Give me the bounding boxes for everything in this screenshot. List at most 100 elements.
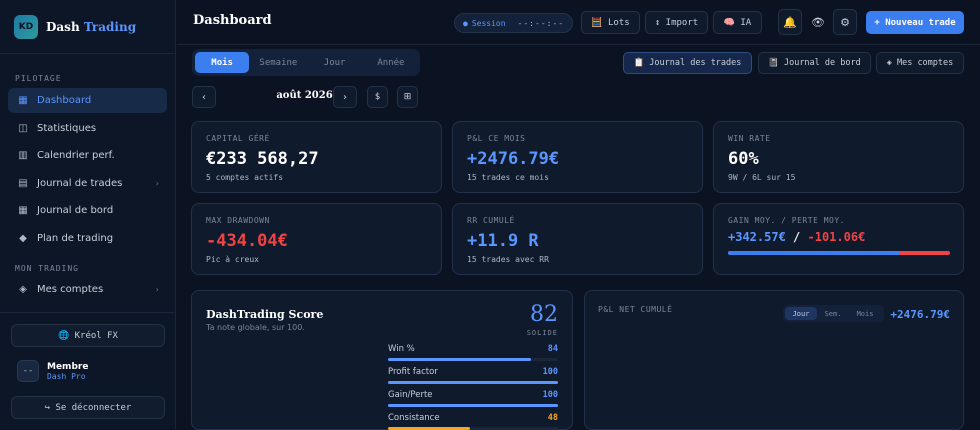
brand-name-main: Dash	[46, 20, 80, 34]
tab-mois[interactable]: Mois	[195, 52, 250, 73]
currency-toggle[interactable]: $	[367, 86, 388, 108]
card-label: P&L CE MOIS	[467, 134, 526, 143]
current-month: août 2026	[276, 90, 333, 101]
sidebar-item-dashboard[interactable]: ▦ Dashboard	[8, 88, 167, 113]
sidebar-item-journal-bord[interactable]: ▦ Journal de bord	[8, 198, 167, 223]
calendar-icon[interactable]: ⊞	[397, 86, 418, 108]
mes-comptes-button[interactable]: ◈ Mes comptes	[876, 52, 964, 74]
metric-track	[388, 381, 558, 384]
gear-icon[interactable]: ⚙	[833, 9, 857, 35]
metric-row: Profit factor 100	[388, 367, 558, 377]
metric-label: Win %	[388, 344, 415, 354]
dashboard-icon: ▦	[18, 95, 28, 106]
card-value: +2476.79€	[467, 149, 560, 169]
member-profile[interactable]: -- Membre Dash Pro	[17, 360, 88, 382]
next-month-button[interactable]: ›	[333, 86, 357, 108]
metric-fill	[388, 404, 558, 407]
member-name: Membre	[47, 361, 89, 372]
journal-bord-button[interactable]: 📓 Journal de bord	[758, 52, 871, 74]
pnl-chart-value: +2476.79€	[890, 308, 950, 321]
eye-icon[interactable]: 👁	[811, 15, 825, 29]
accounts-icon: ◈	[19, 284, 27, 295]
diamond-icon: ◆	[19, 233, 27, 244]
card-sub: 5 comptes actifs	[206, 173, 284, 182]
sidebar-divider	[0, 312, 176, 313]
card-label: MAX DRAWDOWN	[206, 216, 270, 225]
period-tabs: Mois Semaine Jour Année	[192, 49, 420, 76]
metric-row: Gain/Perte 100	[388, 390, 558, 400]
metric-value: 84	[547, 344, 558, 354]
tab-jour[interactable]: Jour	[785, 307, 817, 320]
session-indicator[interactable]: ● Session --:--:--	[454, 13, 573, 33]
logout-button[interactable]: ↪ Se déconnecter	[11, 396, 165, 419]
card-win-rate: WIN RATE 60% 9W / 6L sur 15	[713, 121, 964, 193]
session-label: Session	[471, 18, 506, 28]
card-pnl-month: P&L CE MOIS +2476.79€ 15 trades ce mois	[452, 121, 703, 193]
tab-annee[interactable]: Année	[377, 57, 405, 68]
bell-icon[interactable]: 🔔	[778, 9, 802, 35]
chevron-right-icon: ›	[155, 179, 159, 188]
score-panel: DashTrading Score Ta note globale, sur 1…	[191, 290, 573, 430]
metric-value: 100	[542, 367, 558, 377]
gain-share-fill	[728, 251, 899, 255]
gain-loss-bar	[728, 251, 950, 255]
card-label: RR CUMULÉ	[467, 216, 515, 225]
sidebar-item-statistiques[interactable]: ◫ Statistiques	[8, 116, 167, 141]
card-value: +11.9 R	[467, 231, 539, 251]
card-value: €233 568,27	[206, 149, 319, 169]
card-drawdown: MAX DRAWDOWN -434.04€ Pic à creux	[191, 203, 442, 275]
card-sub: 15 trades avec RR	[467, 255, 549, 264]
notebook-icon: ▦	[18, 205, 28, 216]
import-button[interactable]: ↕ Import	[645, 11, 708, 34]
score-metric: Win % 84	[388, 344, 558, 361]
score-value: 82	[530, 302, 558, 327]
brand[interactable]: KD Dash Trading	[14, 15, 136, 39]
card-label: WIN RATE	[728, 134, 771, 143]
avatar: --	[17, 360, 39, 382]
sidebar-divider	[0, 53, 176, 54]
prev-month-button[interactable]: ‹	[192, 86, 216, 108]
tab-semaine[interactable]: Sem.	[824, 309, 842, 318]
card-sub: 9W / 6L sur 15	[728, 173, 796, 182]
card-avg-gain-loss: GAIN MOY. / PERTE MOY. +342.57€ / -101.0…	[713, 203, 964, 275]
sidebar-item-label: Calendrier perf.	[37, 150, 115, 161]
tab-jour[interactable]: Jour	[323, 57, 346, 68]
metric-label: Profit factor	[388, 367, 438, 377]
sidebar-item-calendrier[interactable]: ▥ Calendrier perf.	[8, 143, 167, 168]
page-title: Dashboard	[193, 13, 272, 28]
lots-button[interactable]: 🧮 Lots	[581, 11, 640, 34]
sidebar-item-label: Journal de bord	[37, 205, 114, 216]
pnl-chart-tabs: Jour Sem. Mois	[783, 305, 884, 322]
brand-logo: KD	[14, 15, 38, 39]
card-capital: CAPITAL GÉRÉ €233 568,27 5 comptes actif…	[191, 121, 442, 193]
metric-label: Gain/Perte	[388, 390, 433, 400]
score-subtitle: Ta note globale, sur 100.	[206, 323, 305, 332]
journal-trades-button[interactable]: 📋 Journal des trades	[623, 52, 752, 74]
sidebar-item-journal-trades[interactable]: ▤ Journal de trades ›	[8, 171, 167, 196]
score-metric: Consistance 48	[388, 413, 558, 430]
language-button[interactable]: 🌐 Kréol FX	[11, 324, 165, 347]
session-dot-icon: ●	[463, 18, 468, 28]
pnl-chart-panel: P&L NET CUMULÉ Jour Sem. Mois +2476.79€	[584, 290, 964, 430]
avg-loss: -101.06€	[807, 230, 866, 244]
session-time: --:--:--	[517, 18, 565, 28]
new-trade-button[interactable]: + Nouveau trade	[866, 11, 964, 34]
journal-icon: ▤	[18, 178, 28, 189]
main-content: Dashboard ● Session --:--:-- 🧮 Lots ↕ Im…	[177, 0, 980, 430]
card-label: GAIN MOY. / PERTE MOY.	[728, 216, 845, 225]
card-rr: RR CUMULÉ +11.9 R 15 trades avec RR	[452, 203, 703, 275]
tab-mois[interactable]: Mois	[856, 309, 874, 318]
sidebar-item-plan-trading[interactable]: ◆ Plan de trading	[8, 226, 167, 251]
sidebar-item-mes-comptes[interactable]: ◈ Mes comptes ›	[8, 277, 167, 302]
score-title: DashTrading Score	[206, 308, 324, 321]
pnl-chart-title: P&L NET CUMULÉ	[598, 305, 673, 314]
card-sub: 15 trades ce mois	[467, 173, 549, 182]
tab-semaine[interactable]: Semaine	[259, 57, 298, 68]
sidebar-item-label: Mes comptes	[37, 284, 104, 295]
metric-fill	[388, 358, 531, 361]
avg-values: +342.57€ / -101.06€	[728, 230, 949, 244]
metric-row: Consistance 48	[388, 413, 558, 423]
metric-value: 48	[547, 413, 558, 423]
ia-button[interactable]: 🧠 IA	[713, 11, 762, 34]
metric-track	[388, 404, 558, 407]
